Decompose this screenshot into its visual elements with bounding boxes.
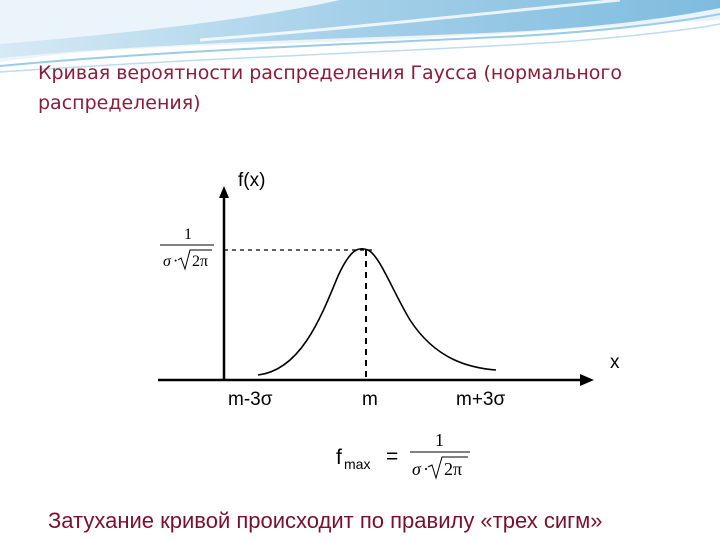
peak-denominator-dot: · — [173, 253, 178, 270]
fmax-equals: = — [386, 445, 398, 468]
fmax-denominator-root: 2π — [444, 459, 462, 479]
fmax-formula: f max = 1 σ · 2π — [336, 430, 470, 480]
peak-value-label: 1 σ · 2π — [160, 226, 214, 271]
fmax-subscript: max — [344, 456, 370, 472]
x-axis-arrow — [580, 374, 594, 386]
tick-label-right: m+3σ — [456, 389, 505, 410]
gaussian-curve — [257, 247, 497, 376]
header-decoration — [0, 0, 720, 73]
y-axis-arrow — [219, 186, 229, 198]
peak-root-sign — [177, 249, 212, 271]
y-axis-label: f(x) — [238, 170, 265, 191]
fmax-denominator-sigma: σ — [412, 459, 422, 479]
peak-numerator: 1 — [184, 226, 192, 243]
tick-label-center: m — [362, 389, 378, 410]
fmax-denominator-dot: · — [423, 459, 429, 479]
fmax-numerator: 1 — [435, 430, 444, 450]
fmax-root-sign — [427, 456, 468, 480]
fmax-symbol: f — [336, 446, 342, 469]
peak-denominator-root: 2π — [192, 253, 208, 270]
footer-caption: Затухание кривой происходит по правилу «… — [48, 508, 603, 533]
slide-title: Кривая вероятности распределения Гаусса … — [38, 62, 622, 114]
x-axis-label: x — [610, 352, 620, 373]
peak-denominator-sigma: σ — [163, 253, 172, 270]
tick-label-left: m-3σ — [228, 389, 273, 410]
